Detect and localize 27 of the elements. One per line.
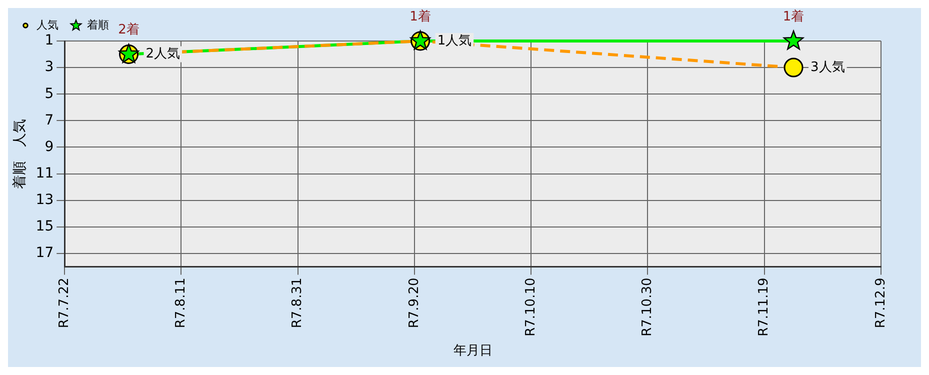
x-tick-label: R7.7.22 xyxy=(56,278,72,328)
x-tick-label: R7.9.20 xyxy=(406,278,422,328)
y-tick-label: 17 xyxy=(36,245,54,262)
x-tick-label: R7.12.9 xyxy=(873,278,888,328)
x-axis-title: 年月日 xyxy=(453,344,492,359)
y-tick-label: 11 xyxy=(36,165,54,182)
x-tick-label: R7.10.30 xyxy=(640,278,656,336)
y-tick-label: 5 xyxy=(44,86,54,102)
x-tick-label: R7.8.31 xyxy=(290,278,306,328)
y-tick-label: 13 xyxy=(36,192,54,208)
y-tick-label: 3 xyxy=(44,59,54,76)
x-tick-label: R7.11.19 xyxy=(756,278,772,336)
annotation: 1着 xyxy=(782,8,804,24)
legend-label: 着順 xyxy=(87,18,109,32)
y-tick-label: 1 xyxy=(44,32,54,49)
annotation: 1人気 xyxy=(437,33,472,48)
y-tick-label: 9 xyxy=(44,138,54,155)
x-tick-label: R7.10.10 xyxy=(523,278,538,336)
annotation: 3人気 xyxy=(810,60,845,75)
annotation: 2人気 xyxy=(146,46,180,62)
y-tick-label: 7 xyxy=(44,112,54,128)
y-axis-title: 着順 人気 xyxy=(12,118,28,189)
y-tick-label: 15 xyxy=(36,218,54,235)
x-tick-label: R7.8.11 xyxy=(174,278,189,328)
annotation: 1着 xyxy=(410,8,431,24)
annotation: 2着 xyxy=(118,22,140,38)
legend-label: 人気 xyxy=(36,18,58,32)
